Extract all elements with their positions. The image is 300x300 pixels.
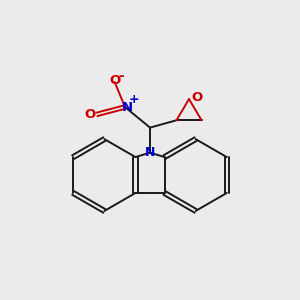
Text: N: N [122, 100, 133, 113]
Text: O: O [192, 91, 203, 104]
Text: -: - [118, 68, 124, 83]
Text: O: O [84, 108, 95, 121]
Text: O: O [109, 74, 120, 87]
Text: N: N [145, 146, 155, 159]
Text: +: + [129, 93, 140, 106]
